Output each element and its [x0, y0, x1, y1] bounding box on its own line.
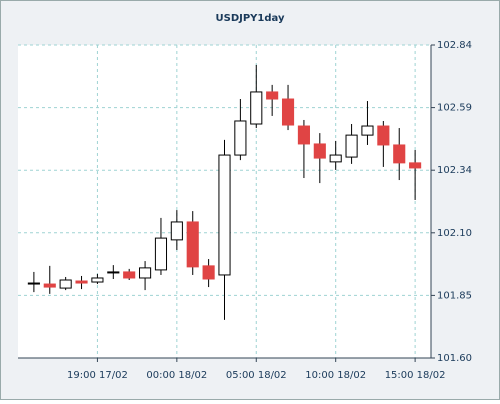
candle-body	[297, 125, 310, 145]
y-tick-label: 101.60	[437, 353, 472, 364]
x-tick-label: 05:00 18/02	[226, 370, 287, 381]
candle-body	[107, 271, 120, 274]
candle-body	[218, 154, 231, 276]
x-tick-label: 15:00 18/02	[385, 370, 446, 381]
candle-body	[409, 162, 422, 169]
x-tick-label: 00:00 18/02	[146, 370, 207, 381]
candle-body	[202, 265, 215, 280]
candle-body	[345, 134, 358, 158]
candle-body	[59, 279, 72, 289]
candle-body	[186, 221, 199, 268]
candle-body	[154, 237, 168, 271]
candle-body	[266, 91, 279, 100]
y-tick-label: 102.10	[437, 228, 472, 239]
candle-body	[361, 125, 374, 136]
candle-body	[91, 277, 104, 283]
candle-body	[170, 221, 183, 241]
chart-title: USDJPY1day	[216, 13, 285, 24]
y-tick-label: 102.59	[437, 103, 472, 114]
x-tick-label: 10:00 18/02	[305, 370, 366, 381]
candle-body	[123, 271, 136, 279]
candle-body	[234, 120, 247, 156]
candle-body	[329, 154, 342, 163]
candle-body	[43, 283, 56, 288]
y-tick-label: 102.84	[437, 40, 472, 51]
candle-body	[281, 98, 295, 126]
candle-body	[75, 280, 88, 284]
y-tick-label: 102.34	[437, 165, 472, 176]
candle-body	[139, 267, 152, 279]
candle-body	[250, 91, 263, 125]
x-tick-label: 19:00 17/02	[67, 370, 128, 381]
y-tick-label: 101.85	[437, 290, 472, 301]
candle-body	[27, 282, 40, 285]
candle-body	[377, 125, 390, 146]
candle-body	[393, 144, 406, 164]
candle-body	[313, 143, 326, 159]
